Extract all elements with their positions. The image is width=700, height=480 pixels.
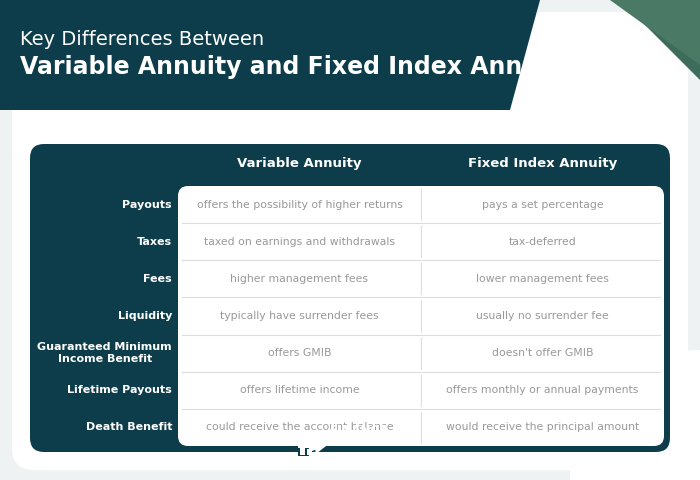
Polygon shape <box>298 448 309 456</box>
Text: pays a set percentage: pays a set percentage <box>482 200 603 210</box>
Polygon shape <box>0 0 540 110</box>
Text: Key Differences Between: Key Differences Between <box>20 30 264 49</box>
FancyBboxPatch shape <box>178 186 664 446</box>
Bar <box>300 446 305 455</box>
Text: higher management fees: higher management fees <box>230 274 368 284</box>
Text: Guaranteed Minimum
Income Benefit: Guaranteed Minimum Income Benefit <box>37 342 172 364</box>
Text: tax-deferred: tax-deferred <box>509 237 576 247</box>
Text: could receive the account balance: could receive the account balance <box>206 422 393 432</box>
FancyBboxPatch shape <box>30 144 670 452</box>
Text: offers GMIB: offers GMIB <box>267 348 331 358</box>
Text: Death Benefit: Death Benefit <box>85 422 172 432</box>
Text: Variable Annuity: Variable Annuity <box>237 157 362 170</box>
FancyBboxPatch shape <box>12 12 688 470</box>
Text: offers the possibility of higher returns: offers the possibility of higher returns <box>197 200 402 210</box>
Text: taxed on earnings and withdrawals: taxed on earnings and withdrawals <box>204 237 395 247</box>
Text: Fees: Fees <box>144 274 172 284</box>
Text: doesn't offer GMIB: doesn't offer GMIB <box>491 348 594 358</box>
Text: typically have surrender fees: typically have surrender fees <box>220 311 379 321</box>
Text: offers monthly or annual payments: offers monthly or annual payments <box>447 385 638 396</box>
Text: would receive the principal amount: would receive the principal amount <box>446 422 639 432</box>
Polygon shape <box>298 436 326 456</box>
Text: usually no surrender fee: usually no surrender fee <box>476 311 609 321</box>
Text: lower management fees: lower management fees <box>476 274 609 284</box>
Polygon shape <box>610 0 700 65</box>
Text: Fixed Index Annuity: Fixed Index Annuity <box>468 157 617 170</box>
Text: offers lifetime income: offers lifetime income <box>239 385 359 396</box>
Bar <box>307 449 312 455</box>
Circle shape <box>570 350 700 480</box>
Text: Payouts: Payouts <box>122 200 172 210</box>
Text: STRATEGISTS: STRATEGISTS <box>330 437 386 446</box>
Polygon shape <box>316 438 326 455</box>
Text: Lifetime Payouts: Lifetime Payouts <box>67 385 172 396</box>
Text: Variable Annuity and Fixed Index Annuity: Variable Annuity and Fixed Index Annuity <box>20 55 574 79</box>
Polygon shape <box>560 0 700 80</box>
Text: Taxes: Taxes <box>137 237 172 247</box>
Bar <box>314 452 319 455</box>
Text: Liquidity: Liquidity <box>118 311 172 321</box>
Text: FINANCE: FINANCE <box>330 424 389 437</box>
